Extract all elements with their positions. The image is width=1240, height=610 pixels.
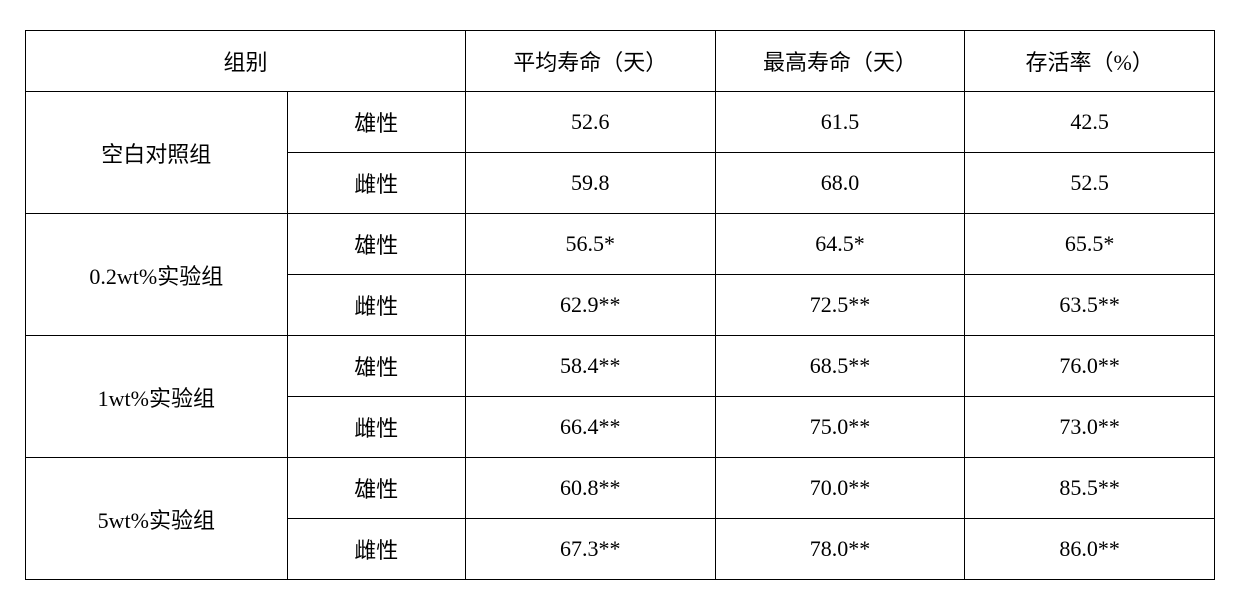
sex-cell: 雄性	[287, 92, 465, 153]
avg-life-cell: 59.8	[465, 153, 715, 214]
col-header-max-life: 最高寿命（天）	[715, 31, 965, 92]
avg-life-cell: 67.3**	[465, 519, 715, 580]
max-life-cell: 72.5**	[715, 275, 965, 336]
max-life-cell: 75.0**	[715, 397, 965, 458]
group-cell: 5wt%实验组	[26, 458, 288, 580]
table-header-row: 组别 平均寿命（天） 最高寿命（天） 存活率（%）	[26, 31, 1215, 92]
max-life-cell: 68.0	[715, 153, 965, 214]
survival-cell: 42.5	[965, 92, 1215, 153]
sex-cell: 雌性	[287, 275, 465, 336]
avg-life-cell: 62.9**	[465, 275, 715, 336]
table-row: 空白对照组 雄性 52.6 61.5 42.5	[26, 92, 1215, 153]
max-life-cell: 61.5	[715, 92, 965, 153]
survival-cell: 73.0**	[965, 397, 1215, 458]
avg-life-cell: 56.5*	[465, 214, 715, 275]
survival-cell: 65.5*	[965, 214, 1215, 275]
group-cell: 1wt%实验组	[26, 336, 288, 458]
sex-cell: 雌性	[287, 397, 465, 458]
max-life-cell: 64.5*	[715, 214, 965, 275]
table-row: 1wt%实验组 雄性 58.4** 68.5** 76.0**	[26, 336, 1215, 397]
sex-cell: 雄性	[287, 336, 465, 397]
survival-cell: 52.5	[965, 153, 1215, 214]
sex-cell: 雌性	[287, 153, 465, 214]
col-header-group: 组别	[26, 31, 466, 92]
table-row: 5wt%实验组 雄性 60.8** 70.0** 85.5**	[26, 458, 1215, 519]
avg-life-cell: 52.6	[465, 92, 715, 153]
avg-life-cell: 60.8**	[465, 458, 715, 519]
max-life-cell: 70.0**	[715, 458, 965, 519]
sex-cell: 雄性	[287, 214, 465, 275]
lifespan-table: 组别 平均寿命（天） 最高寿命（天） 存活率（%） 空白对照组 雄性 52.6 …	[25, 30, 1215, 580]
max-life-cell: 68.5**	[715, 336, 965, 397]
group-cell: 空白对照组	[26, 92, 288, 214]
survival-cell: 85.5**	[965, 458, 1215, 519]
survival-cell: 76.0**	[965, 336, 1215, 397]
col-header-survival: 存活率（%）	[965, 31, 1215, 92]
col-header-avg-life: 平均寿命（天）	[465, 31, 715, 92]
sex-cell: 雌性	[287, 519, 465, 580]
survival-cell: 63.5**	[965, 275, 1215, 336]
table-row: 0.2wt%实验组 雄性 56.5* 64.5* 65.5*	[26, 214, 1215, 275]
avg-life-cell: 58.4**	[465, 336, 715, 397]
group-cell: 0.2wt%实验组	[26, 214, 288, 336]
sex-cell: 雄性	[287, 458, 465, 519]
avg-life-cell: 66.4**	[465, 397, 715, 458]
max-life-cell: 78.0**	[715, 519, 965, 580]
survival-cell: 86.0**	[965, 519, 1215, 580]
